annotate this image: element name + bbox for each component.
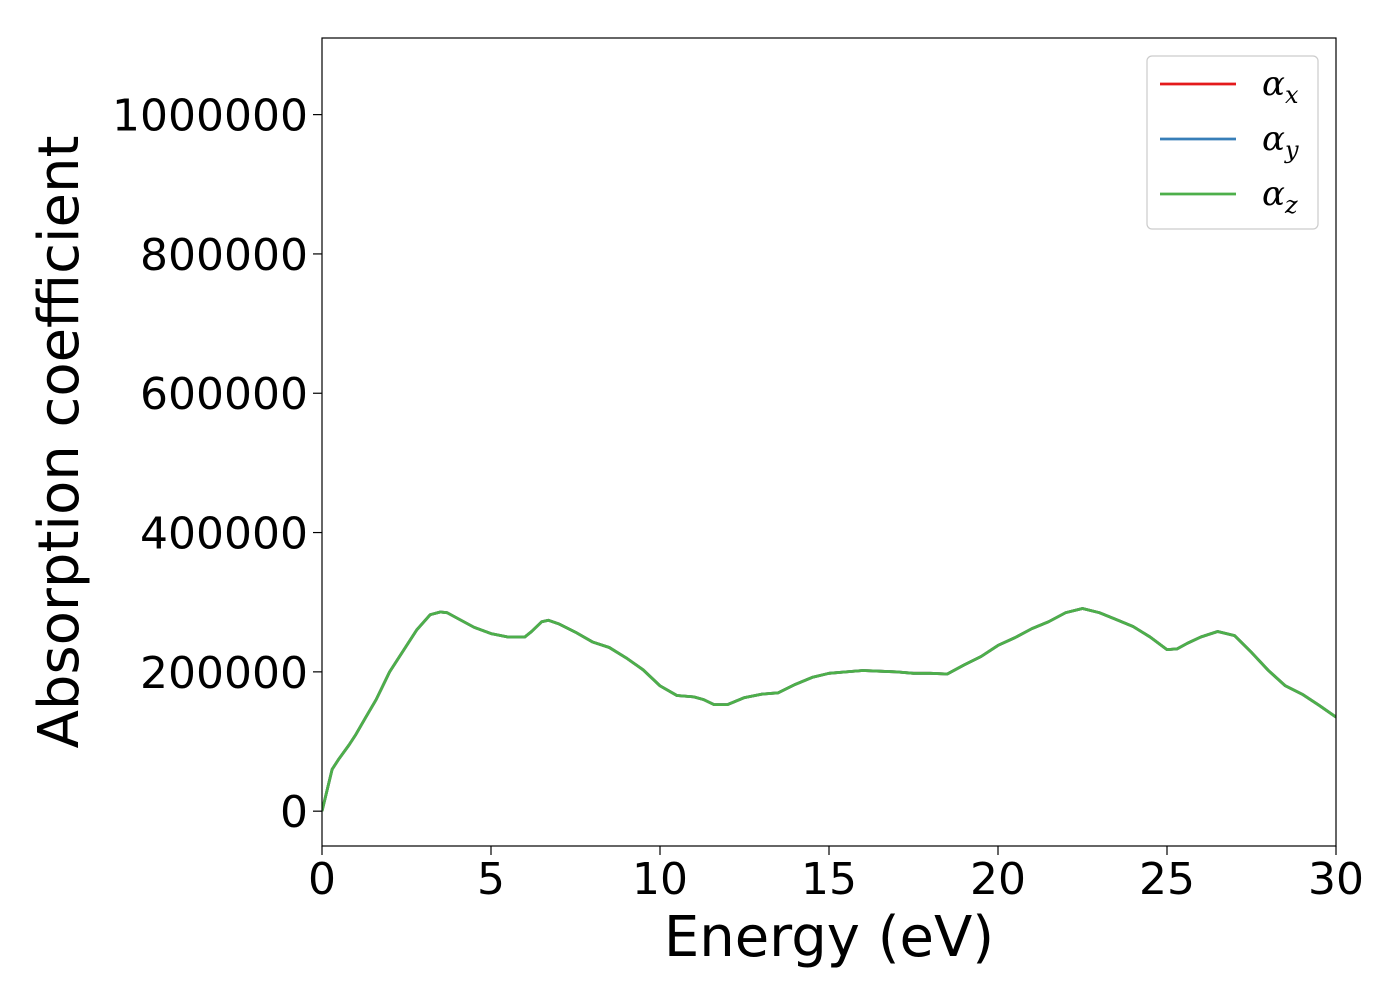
series-line-z — [322, 607, 1336, 812]
y-tick-label: 600000 — [140, 369, 308, 420]
series-line-y — [322, 607, 1336, 812]
y-tick-label: 200000 — [140, 648, 308, 699]
x-tick-label: 5 — [477, 854, 505, 905]
legend-box — [1146, 55, 1319, 230]
x-tick-label: 30 — [1308, 854, 1364, 905]
x-tick-label: 20 — [970, 854, 1026, 905]
x-axis-label: Energy (eV) — [664, 905, 994, 970]
y-axis-label: Absorption coefficient — [27, 136, 92, 749]
series-line-x — [322, 607, 1336, 812]
y-tick-label: 1000000 — [112, 91, 308, 142]
y-tick-label: 0 — [280, 787, 308, 838]
x-tick-label: 0 — [308, 854, 336, 905]
x-tick-label: 10 — [632, 854, 688, 905]
y-tick-label: 800000 — [140, 230, 308, 281]
legend-entry-z: αz — [1262, 174, 1298, 219]
legend-entry-x: αx — [1262, 64, 1299, 109]
plot-lines — [322, 607, 1336, 812]
x-tick-label: 15 — [801, 854, 857, 905]
x-tick-label: 25 — [1139, 854, 1195, 905]
legend-entry-y: αy — [1262, 119, 1299, 164]
y-axis-ticks: 0 200000 400000 600000 800000 1000000 — [112, 91, 322, 838]
y-tick-label: 400000 — [140, 509, 308, 560]
x-axis-ticks: 0 5 10 15 20 25 30 — [308, 846, 1364, 905]
legend: αx αy αz — [1146, 55, 1319, 230]
